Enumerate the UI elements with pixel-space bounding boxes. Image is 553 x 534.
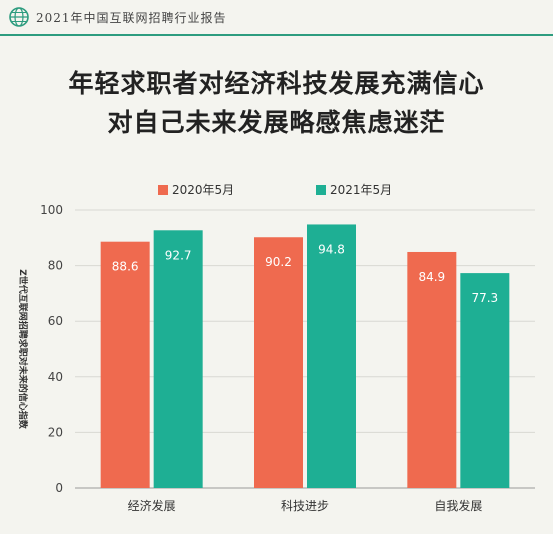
x-tick-label: 经济发展	[128, 498, 176, 513]
legend-label: 2020年5月	[172, 183, 234, 197]
y-tick-label: 100	[40, 203, 63, 217]
report-header: 2021年中国互联网招聘行业报告	[0, 0, 553, 34]
bar-value-label: 92.7	[165, 248, 192, 262]
bar	[307, 224, 356, 488]
bar	[254, 237, 303, 488]
chart-title: 年轻求职者对经济科技发展充满信心	[68, 69, 485, 98]
legend-swatch	[316, 185, 326, 195]
chart-subtitle: 对自己未来发展略感焦虑迷茫	[107, 108, 446, 137]
x-tick-label: 科技进步	[281, 499, 329, 513]
bar	[100, 241, 150, 488]
bar-value-label: 77.3	[471, 291, 498, 305]
legend-swatch	[158, 185, 168, 195]
bar-value-label: 90.2	[265, 255, 292, 269]
bar	[407, 251, 457, 488]
legend-label: 2021年5月	[330, 183, 392, 197]
y-tick-label: 40	[48, 370, 63, 384]
y-tick-label: 80	[48, 259, 63, 273]
header-divider	[0, 34, 553, 36]
globe-icon	[9, 7, 29, 27]
bar	[460, 273, 510, 488]
bar-value-label: 94.8	[318, 242, 345, 256]
bar	[153, 230, 203, 488]
y-axis-label: Z世代互联网招聘求职对未来的信心指数	[17, 269, 29, 430]
bar-value-label: 84.9	[418, 270, 445, 284]
x-tick-label: 自我发展	[434, 498, 482, 513]
bar-value-label: 88.6	[112, 260, 139, 274]
y-tick-label: 60	[48, 314, 63, 328]
y-tick-label: 0	[55, 481, 63, 495]
report-title: 2021年中国互联网招聘行业报告	[36, 11, 227, 25]
y-tick-label: 20	[48, 425, 63, 439]
